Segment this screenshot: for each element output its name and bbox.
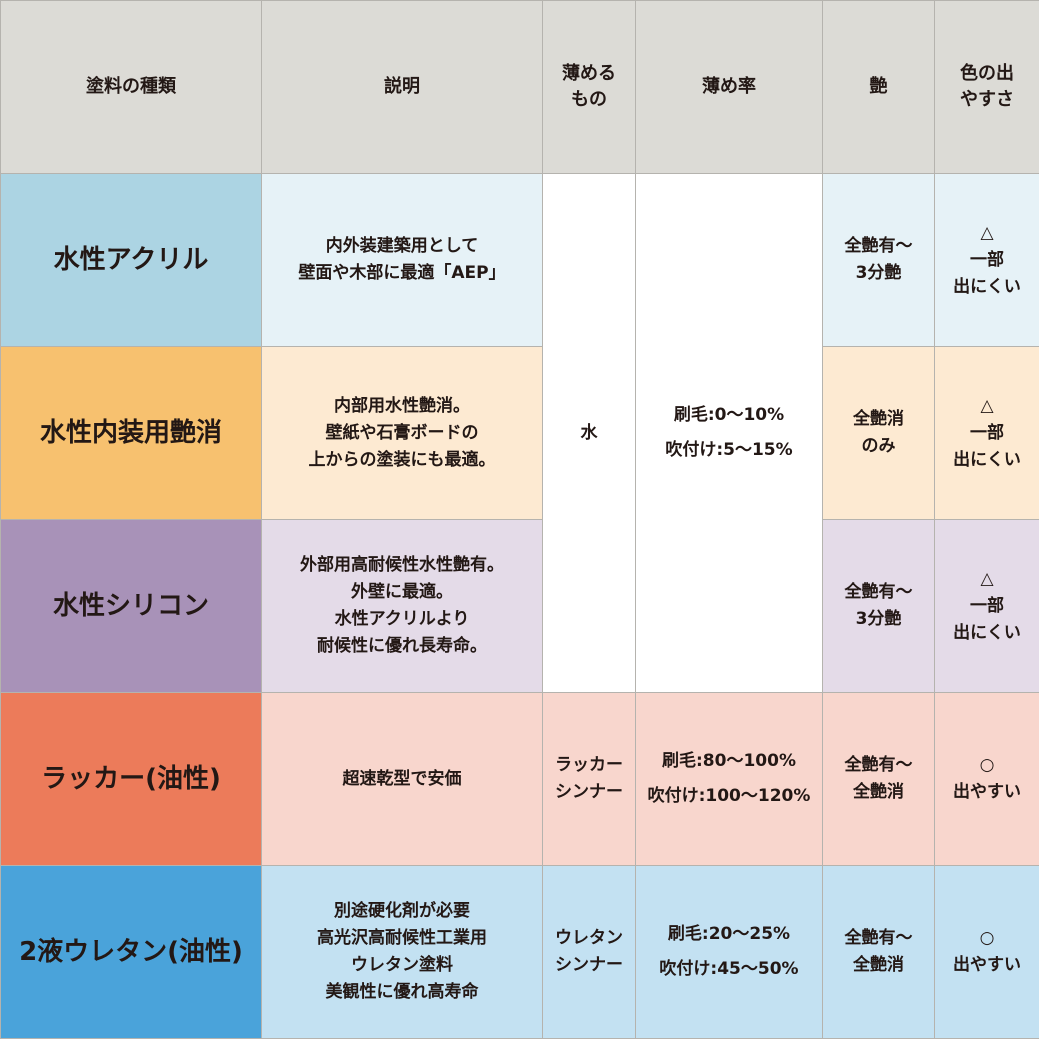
gloss: 全艶有〜 3分艶 [822,173,935,347]
table-row: 水性内装用艶消 内部用水性艶消。 壁紙や石膏ボードの 上からの塗装にも最適。 全… [0,346,1039,520]
table-row: 水性アクリル 内外装建築用として 壁面や木部に最適「AEP」 水 刷毛:0〜10… [0,173,1039,693]
ratio: 刷毛:0〜10% 吹付け:5〜15% [635,173,823,693]
table-row: 水性シリコン 外部用高耐候性水性艶有。 外壁に最適。 水性アクリルより 耐候性に… [0,519,1039,693]
header-color: 色の出 やすさ [934,0,1039,174]
gloss: 全艶消 のみ [822,346,935,520]
paint-type: ラッカー(油性) [0,692,262,866]
color-ease: △ 一部 出にくい [934,519,1039,693]
color-ease: △ 一部 出にくい [934,173,1039,347]
description: 超速乾型で安価 [261,692,543,866]
ratio: 刷毛:80〜100% 吹付け:100〜120% [635,692,823,866]
gloss: 全艶有〜 全艶消 [822,692,935,866]
description: 内部用水性艶消。 壁紙や石膏ボードの 上からの塗装にも最適。 [261,346,543,520]
header-gloss: 艶 [822,0,935,174]
header-description: 説明 [261,0,543,174]
header-row: 塗料の種類 説明 薄める もの 薄め率 艶 色の出 やすさ [0,0,1039,174]
table-row: ラッカー(油性) 超速乾型で安価 ラッカー シンナー 刷毛:80〜100% 吹付… [0,692,1039,866]
paint-type: 水性内装用艶消 [0,346,262,520]
description: 外部用高耐候性水性艶有。 外壁に最適。 水性アクリルより 耐候性に優れ長寿命。 [261,519,543,693]
thinner: 水 [542,173,636,693]
header-thinner: 薄める もの [542,0,636,174]
gloss: 全艶有〜 3分艶 [822,519,935,693]
color-ease: ○ 出やすい [934,865,1039,1039]
header-ratio: 薄め率 [635,0,823,174]
ratio: 刷毛:20〜25% 吹付け:45〜50% [635,865,823,1039]
paint-type: 2液ウレタン(油性) [0,865,262,1039]
paint-type: 水性アクリル [0,173,262,347]
description: 別途硬化剤が必要 高光沢高耐候性工業用 ウレタン塗料 美観性に優れ高寿命 [261,865,543,1039]
table-row: 2液ウレタン(油性) 別途硬化剤が必要 高光沢高耐候性工業用 ウレタン塗料 美観… [0,865,1039,1039]
thinner: ウレタン シンナー [542,865,636,1039]
color-ease: △ 一部 出にくい [934,346,1039,520]
gloss: 全艶有〜 全艶消 [822,865,935,1039]
paint-type: 水性シリコン [0,519,262,693]
description: 内外装建築用として 壁面や木部に最適「AEP」 [261,173,543,347]
thinner: ラッカー シンナー [542,692,636,866]
header-paint-type: 塗料の種類 [0,0,262,174]
color-ease: ○ 出やすい [934,692,1039,866]
